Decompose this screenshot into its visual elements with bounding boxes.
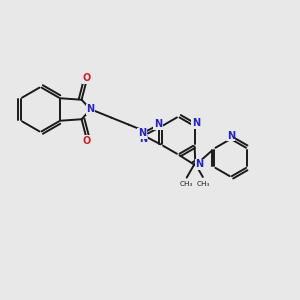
Text: O: O <box>82 73 91 83</box>
Text: N: N <box>192 118 200 128</box>
Text: CH₃: CH₃ <box>196 181 209 187</box>
Text: N: N <box>227 130 235 141</box>
Text: N: N <box>138 128 146 138</box>
Text: N: N <box>86 104 94 115</box>
Text: N: N <box>139 134 147 144</box>
Text: O: O <box>82 136 91 146</box>
Text: N: N <box>154 119 162 129</box>
Text: CH₃: CH₃ <box>180 181 194 187</box>
Text: N: N <box>195 159 203 170</box>
